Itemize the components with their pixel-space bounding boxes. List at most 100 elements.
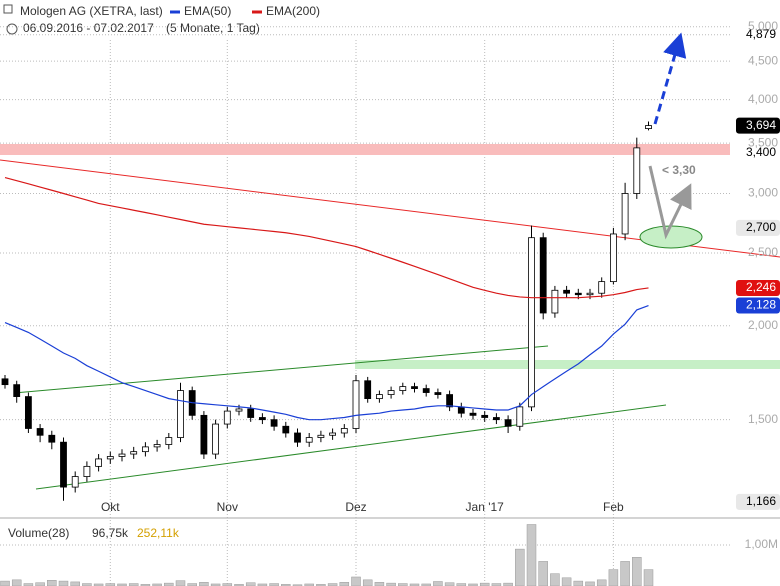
price-box	[736, 219, 780, 236]
candle-body	[375, 394, 383, 400]
arrow	[648, 165, 692, 240]
candle-body	[153, 444, 161, 448]
y-tick-label: 1,00M	[745, 537, 778, 551]
x-tick-label: Feb	[603, 500, 624, 514]
candle-body	[399, 386, 407, 391]
trend-line	[35, 404, 667, 490]
y-tick-label: 1,500	[748, 412, 778, 426]
volume-bar	[550, 573, 560, 586]
volume-bar	[70, 581, 80, 586]
legend-label: EMA(200)	[266, 4, 320, 18]
volume-bar	[620, 561, 630, 586]
candle-body	[83, 465, 91, 477]
volume-bar	[199, 582, 209, 586]
candle-body	[633, 147, 641, 194]
candle-body	[598, 281, 606, 294]
legend-label: EMA(50)	[184, 4, 231, 18]
candle-body	[258, 417, 266, 421]
candle-body	[446, 394, 454, 408]
price-label: 2,128	[746, 298, 776, 312]
price-label: 3,694	[746, 118, 776, 132]
candle-body	[563, 289, 570, 294]
candle-body	[317, 434, 325, 438]
chart-title: Mologen AG (XETRA, last)	[20, 4, 163, 18]
volume-bar	[409, 583, 420, 586]
volume-bar	[304, 583, 314, 586]
volume-bar	[47, 580, 57, 586]
candle-body	[329, 432, 337, 436]
x-tick-label: Okt	[101, 500, 120, 514]
candle-body	[481, 414, 489, 418]
candle-body	[141, 446, 149, 453]
volume-bar	[35, 582, 45, 586]
volume-bar	[632, 557, 642, 586]
y-tick-label: 3,000	[748, 186, 778, 200]
candle-body	[586, 292, 594, 296]
candle-body	[294, 432, 301, 443]
volume-bar	[585, 581, 595, 586]
candle-body	[457, 406, 465, 414]
price-label: 3,400	[746, 145, 776, 159]
candle-body	[212, 423, 220, 455]
y-tick-label: 2,000	[748, 318, 778, 332]
candle-body	[610, 233, 617, 283]
volume-bar	[257, 583, 268, 586]
y-tick-label: 4,500	[748, 53, 778, 67]
target-oval	[639, 225, 703, 249]
icon	[3, 4, 13, 14]
volume-avg2: 252,11k	[137, 526, 180, 540]
price-box	[736, 493, 780, 510]
candle-body	[118, 453, 126, 457]
volume-bar	[468, 583, 478, 586]
y-tick-label: 2,500	[748, 245, 778, 259]
volume-bar	[573, 580, 584, 586]
candle-body	[200, 414, 208, 455]
candle-body	[340, 428, 348, 434]
candle-body	[235, 408, 243, 412]
candle-body	[165, 437, 173, 445]
price-box	[736, 117, 780, 134]
candle-body	[36, 428, 44, 436]
candle-body	[387, 390, 395, 395]
volume-bar	[292, 584, 303, 586]
candle-body	[364, 380, 372, 400]
volume-avg: 96,75k	[92, 526, 129, 540]
volume-bar	[596, 579, 607, 586]
volume-bar	[433, 581, 443, 586]
candle-body	[422, 388, 430, 393]
volume-label: Volume(28)	[8, 526, 69, 540]
candle-body	[177, 390, 184, 438]
candle-body	[434, 392, 442, 395]
candle-body	[469, 412, 477, 416]
resistance-band	[0, 144, 730, 155]
volume-bar	[0, 580, 10, 586]
volume-bar	[538, 561, 548, 586]
candle-body	[71, 476, 79, 488]
clock-icon	[6, 23, 18, 35]
candle-body	[282, 425, 290, 434]
candle-body	[516, 406, 524, 427]
candle-body	[223, 410, 231, 425]
candle-body	[106, 456, 114, 460]
x-tick-label: Jan '17	[466, 500, 505, 514]
candle-body	[247, 408, 255, 418]
volume-bar	[245, 582, 256, 586]
price-box	[736, 297, 780, 314]
candle-body	[539, 237, 547, 314]
y-tick-label: 4,000	[748, 92, 778, 106]
candle-body	[1, 378, 9, 386]
price-label: 4,879	[746, 27, 776, 41]
volume-bar	[93, 583, 104, 586]
volume-bar	[175, 580, 186, 586]
volume-bar	[526, 524, 537, 586]
candle-body	[645, 125, 652, 130]
x-tick-label: Dez	[345, 500, 366, 514]
candle-body	[551, 289, 559, 314]
candle-body	[130, 451, 138, 455]
y-tick-label: 5,000	[748, 19, 778, 33]
candle-body	[48, 434, 56, 443]
candle-body	[621, 193, 629, 235]
y-tick-label: 3,500	[748, 135, 778, 149]
candle-body	[352, 380, 360, 429]
